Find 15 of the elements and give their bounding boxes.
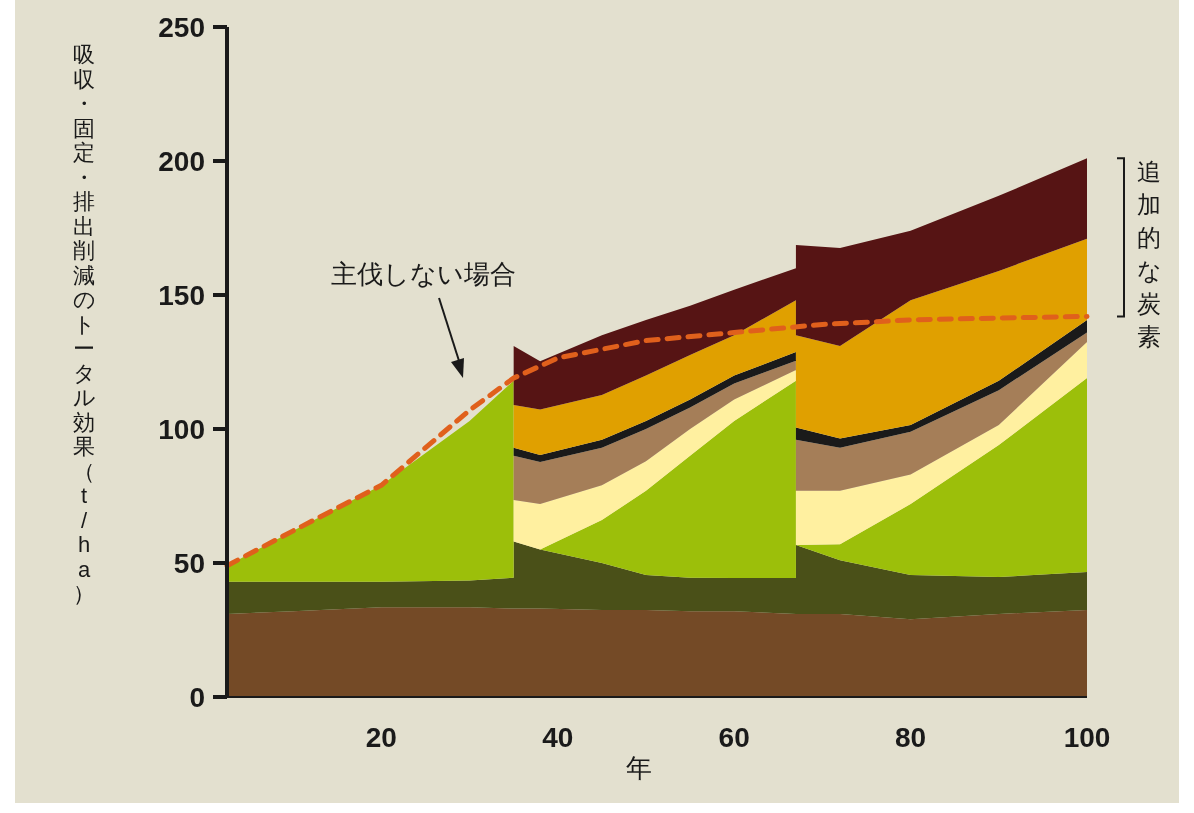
y-tick-label: 0 xyxy=(189,682,205,713)
text: 追加的な炭素 xyxy=(1136,158,1162,351)
annotation: 主伐しない場合 xyxy=(330,259,516,289)
y-tick-label: 250 xyxy=(158,12,205,43)
x-tick-label: 80 xyxy=(895,722,927,753)
x-tick-label: 60 xyxy=(718,722,750,753)
y-tick-label: 100 xyxy=(158,414,205,445)
x-axis-title: 年 xyxy=(626,753,652,783)
y-tick-label: 150 xyxy=(158,280,205,311)
text: 吸収・固定・排出削減のトータル効果（t/ha） xyxy=(72,42,96,606)
y-tick-label: 50 xyxy=(173,548,205,579)
x-tick-label: 100 xyxy=(1063,722,1111,753)
x-tick-label: 20 xyxy=(365,722,397,753)
x-tick-label: 40 xyxy=(542,722,574,753)
y-tick-label: 200 xyxy=(158,146,205,177)
